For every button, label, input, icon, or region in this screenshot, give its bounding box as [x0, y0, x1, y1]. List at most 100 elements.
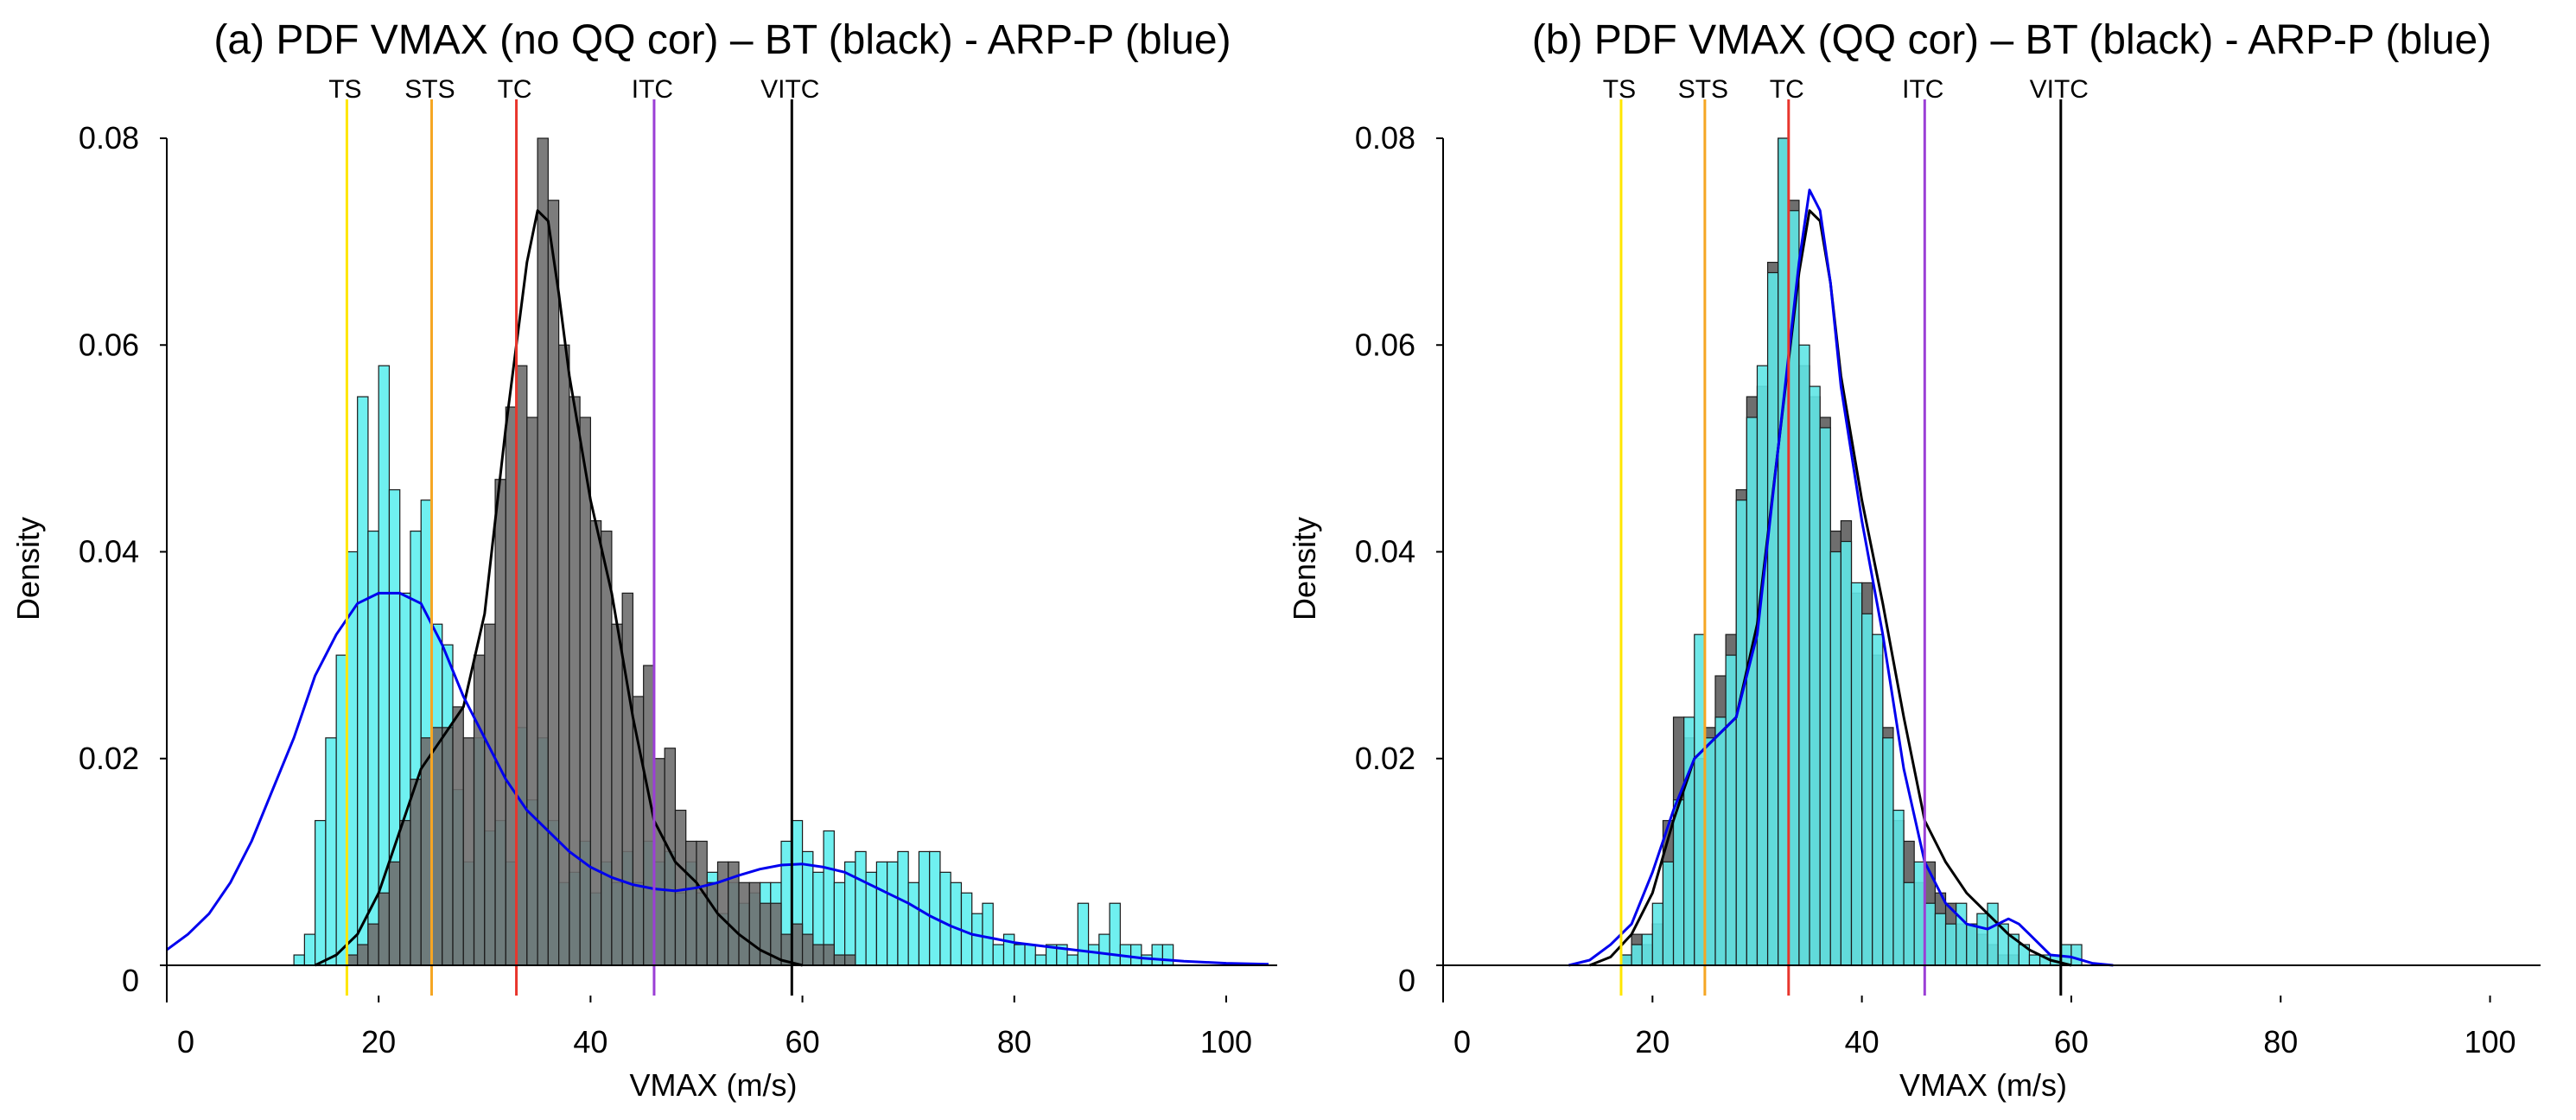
histogram-bar [1683, 716, 1695, 966]
histogram-bar [1924, 902, 1937, 966]
histogram-bar [569, 396, 581, 966]
histogram-bar [452, 706, 464, 966]
chart-panel-b: (b) PDF VMAX (QQ cor) – BT (black) - ARP… [1287, 17, 2541, 1103]
x-tick-label: 80 [997, 1024, 1032, 1060]
histogram-bar [1034, 954, 1047, 966]
histogram-bar [335, 654, 348, 966]
histogram-bar [537, 137, 549, 966]
x-tick-label: 60 [2054, 1024, 2089, 1060]
histogram-bar [844, 954, 856, 966]
histogram-bar [1651, 902, 1664, 966]
histogram-bar [950, 881, 963, 966]
y-tick-label: 0.04 [79, 534, 139, 570]
histogram-bar [325, 737, 337, 966]
histogram-bar [1714, 716, 1727, 966]
histogram-bar [1829, 550, 1841, 966]
histogram-bar [982, 902, 994, 966]
histogram-bar [621, 592, 634, 966]
histogram-bar [589, 520, 602, 966]
x-axis-label: VMAX (m/s) [1899, 1067, 2067, 1103]
histogram-bar [907, 881, 920, 966]
histogram-bar [1966, 923, 1978, 966]
histogram-bar [1662, 861, 1675, 966]
histogram-bar [547, 200, 560, 966]
x-tick-label: 40 [1845, 1024, 1880, 1060]
histogram-bar [1014, 944, 1026, 966]
histogram-bar [1944, 923, 1957, 966]
histogram-bar [1130, 944, 1142, 966]
histogram-bar [505, 406, 518, 966]
histogram-bar [1066, 954, 1078, 966]
threshold-label-ts: TS [1603, 75, 1636, 104]
x-tick-label: 80 [2263, 1024, 2298, 1060]
threshold-label-itc: ITC [1902, 75, 1943, 104]
histogram-bar [1861, 613, 1873, 966]
threshold-label-vitc: VITC [2030, 75, 2089, 104]
histogram-bt [346, 137, 856, 966]
histogram-bar [601, 530, 613, 966]
histogram-bar [1746, 417, 1759, 966]
density-curve-bt-density [314, 209, 803, 967]
histogram-bar [346, 550, 359, 966]
histogram-bar [494, 479, 506, 966]
threshold-label-itc: ITC [632, 75, 673, 104]
x-tick-label: 60 [786, 1024, 820, 1060]
histogram-bar [897, 850, 909, 966]
histogram-bar [833, 881, 846, 966]
x-tick-label: 0 [177, 1024, 194, 1060]
histogram-bar [1631, 944, 1643, 966]
histogram-bar [992, 944, 1005, 966]
histogram-bar [823, 944, 835, 966]
histogram-bar [357, 396, 369, 966]
histogram-bar [558, 344, 570, 966]
histogram-bar [855, 850, 867, 966]
histogram-bar [1819, 427, 1831, 966]
histogram-bar [1798, 344, 1810, 966]
histogram-bar [357, 944, 369, 966]
chart-panel-a: (a) PDF VMAX (no QQ cor) – BT (black) - … [10, 17, 1277, 1103]
histogram-bar [1087, 944, 1100, 966]
histogram-bar [1077, 902, 1090, 966]
histogram-bar [2028, 954, 2041, 966]
histogram-bar [1987, 902, 1999, 966]
x-axis-label: VMAX (m/s) [630, 1067, 798, 1103]
threshold-label-vitc: VITC [760, 75, 819, 104]
histogram-bar [674, 809, 687, 966]
y-tick-label: 0 [122, 963, 139, 998]
x-tick-label: 100 [2464, 1024, 2516, 1060]
histogram-bar [1002, 933, 1015, 966]
histogram-bar [929, 850, 941, 966]
histogram-bar [1840, 540, 1853, 966]
histogram-bar [1704, 737, 1716, 966]
histogram-bar [791, 923, 804, 966]
x-tick-label: 100 [1200, 1024, 1252, 1060]
histogram-bar [410, 779, 422, 966]
histogram-bar [685, 840, 697, 966]
histogram-bar [388, 861, 401, 966]
histogram-bar [696, 840, 708, 966]
histogram-bar [875, 861, 888, 966]
histogram-bar [833, 954, 846, 966]
histogram-bar [960, 892, 973, 966]
histogram-bar [442, 727, 454, 966]
histogram-bar [293, 954, 305, 966]
histogram-bar [1882, 737, 1894, 966]
threshold-label-tc: TC [1770, 75, 1804, 104]
histogram-bar [346, 954, 359, 966]
histogram-bar [1098, 933, 1110, 966]
histogram-bar [1892, 809, 1905, 966]
histogram-bar [1725, 654, 1737, 966]
y-tick-label: 0.02 [1355, 741, 1415, 776]
histogram-bar [1872, 633, 1884, 966]
x-tick-label: 20 [1635, 1024, 1670, 1060]
x-tick-label: 20 [361, 1024, 396, 1060]
histogram-bar [1024, 944, 1036, 966]
chart-title: (b) PDF VMAX (QQ cor) – BT (black) - ARP… [1532, 17, 2491, 63]
histogram-bar [1778, 137, 1790, 966]
histogram-bar [1735, 500, 1747, 966]
y-axis-label: Density [10, 517, 46, 620]
histogram-bar [1161, 944, 1174, 966]
histogram-bar [2070, 944, 2083, 966]
y-tick-label: 0.06 [79, 327, 139, 362]
